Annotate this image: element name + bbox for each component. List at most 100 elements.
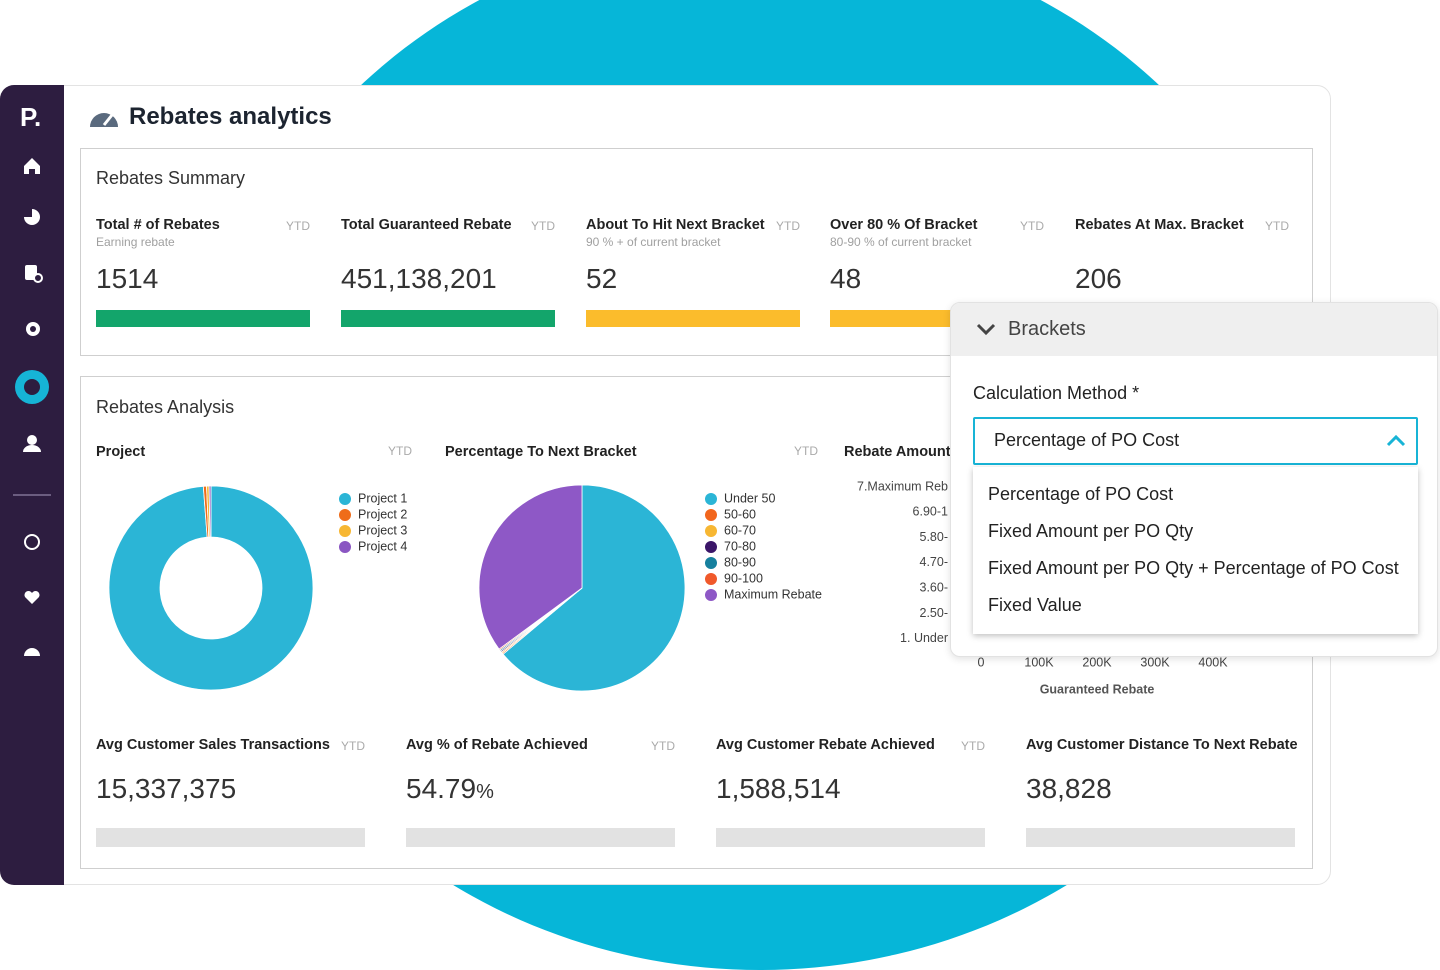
dropdown-option[interactable]: Percentage of PO Cost xyxy=(988,484,1174,504)
chart-title: Rebate Amount xyxy=(844,444,951,460)
gauge-icon[interactable] xyxy=(24,648,40,656)
y-tick-label: 5.80- xyxy=(920,530,949,544)
legend-swatch xyxy=(705,509,717,521)
card-bar xyxy=(96,310,310,327)
y-tick-label: 6.90-1 xyxy=(913,505,948,519)
analysis-title: Rebates Analysis xyxy=(96,397,235,417)
legend-swatch xyxy=(339,509,351,521)
legend-swatch xyxy=(705,525,717,537)
card-value: 48 xyxy=(830,263,862,295)
legend-label: Project 1 xyxy=(358,491,407,505)
brackets-panel: Brackets Calculation Method * Percentage… xyxy=(950,302,1438,657)
x-tick-label: 300K xyxy=(1140,655,1170,669)
y-tick-label: 3.60- xyxy=(920,580,949,594)
pie-slice xyxy=(208,485,212,538)
collapse-icon[interactable] xyxy=(975,321,997,337)
avg-period: YTD xyxy=(651,738,675,753)
legend-label: 80-90 xyxy=(724,555,756,569)
card-period: YTD xyxy=(1020,218,1044,233)
select-box[interactable] xyxy=(973,417,1418,465)
y-tick-label: 1. Under xyxy=(900,631,948,645)
legend-label: Maximum Rebate xyxy=(724,587,822,601)
sidebar-icons xyxy=(13,158,51,656)
avg-title: Avg Customer Sales Transactions xyxy=(96,737,330,754)
avg-value: 38,828 xyxy=(1026,773,1112,805)
chart-period: YTD xyxy=(388,444,412,458)
y-tick-label: 4.70- xyxy=(920,555,949,569)
dropdown-list: Percentage of PO Cost Fixed Amount per P… xyxy=(973,467,1418,634)
legend-swatch xyxy=(339,493,351,505)
legend-label: 90-100 xyxy=(724,571,763,585)
card-value: 451,138,201 xyxy=(341,263,497,295)
brackets-title: Brackets xyxy=(1008,318,1086,340)
avg-period: YTD xyxy=(961,738,985,753)
chart-period: YTD xyxy=(794,444,818,458)
legend-swatch xyxy=(705,541,717,553)
pie-slice xyxy=(108,485,314,691)
x-tick-label: 0 xyxy=(978,655,985,669)
legend-swatch xyxy=(705,589,717,601)
card-bar xyxy=(586,310,800,327)
legend-label: Project 4 xyxy=(358,539,407,553)
card-subtitle: 80-90 % of current bracket xyxy=(830,234,972,249)
x-tick-label: 200K xyxy=(1082,655,1112,669)
legend-label: 50-60 xyxy=(724,507,756,521)
pie-slice xyxy=(502,484,686,692)
summary-panel xyxy=(80,148,1313,356)
card-subtitle: Earning rebate xyxy=(96,234,175,249)
y-tick-label: 7.Maximum Reb xyxy=(857,479,948,493)
page-title: Rebates analytics xyxy=(129,103,332,130)
dropdown-option[interactable]: Fixed Amount per PO Qty + Percentage of … xyxy=(988,558,1399,578)
select-value: Percentage of PO Cost xyxy=(994,430,1180,450)
x-tick-label: 100K xyxy=(1024,655,1054,669)
field-label: Calculation Method * xyxy=(973,383,1140,403)
x-tick-label: 400K xyxy=(1198,655,1228,669)
x-axis-label: Guaranteed Rebate xyxy=(1040,682,1155,696)
chart-icon[interactable] xyxy=(24,209,40,225)
card-subtitle: 90 % + of current bracket xyxy=(586,234,721,249)
card-period: YTD xyxy=(531,218,555,233)
avg-title: Avg Customer Distance To Next Rebate xyxy=(1026,737,1298,754)
card-title: Total Guaranteed Rebate xyxy=(341,217,512,234)
legend-label: Project 2 xyxy=(358,507,407,521)
dropdown-option[interactable]: Fixed Amount per PO Qty xyxy=(988,521,1194,541)
history-icon[interactable] xyxy=(24,534,40,550)
legend-swatch xyxy=(705,557,717,569)
card-title: Over 80 % Of Bracket xyxy=(830,217,978,234)
avg-value: 1,588,514 xyxy=(716,773,841,805)
card-value: 52 xyxy=(586,263,618,295)
legend-label: Project 3 xyxy=(358,523,407,537)
dropdown-option[interactable]: Fixed Value xyxy=(988,595,1082,615)
legend-swatch xyxy=(705,493,717,505)
logo: P. xyxy=(20,102,42,132)
avg-bar xyxy=(716,828,985,847)
brackets-header[interactable] xyxy=(951,303,1437,356)
favorites-icon[interactable] xyxy=(24,590,40,604)
avg-bar xyxy=(406,828,675,847)
avg-value: 54.79% xyxy=(406,773,494,805)
chart-title: Project xyxy=(96,444,145,460)
card-title: Total # of Rebates xyxy=(96,217,220,234)
legend-label: 60-70 xyxy=(724,523,756,537)
card-period: YTD xyxy=(286,218,310,233)
home-icon[interactable] xyxy=(24,158,40,174)
user-icon[interactable] xyxy=(27,435,37,445)
legend-swatch xyxy=(339,541,351,553)
card-period: YTD xyxy=(776,218,800,233)
card-bar xyxy=(341,310,555,327)
chart-title: Percentage To Next Bracket xyxy=(445,444,637,460)
pie-slice xyxy=(478,484,583,650)
legend-swatch xyxy=(705,573,717,585)
legend-swatch xyxy=(339,525,351,537)
card-title: About To Hit Next Bracket xyxy=(586,217,765,234)
avg-bar xyxy=(96,828,365,847)
avg-period: YTD xyxy=(341,738,365,753)
avg-bar xyxy=(1026,828,1295,847)
dropdown-chevron[interactable] xyxy=(1385,433,1407,449)
legend-label: Under 50 xyxy=(724,491,775,505)
avg-title: Avg % of Rebate Achieved xyxy=(406,737,588,754)
legend-label: 70-80 xyxy=(724,539,756,553)
card-period: YTD xyxy=(1265,218,1289,233)
